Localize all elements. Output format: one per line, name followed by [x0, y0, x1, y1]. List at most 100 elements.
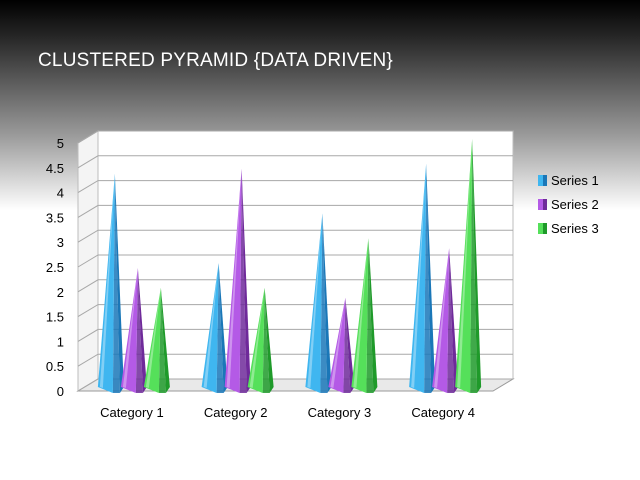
- pyramid-series-1-category-2: [201, 263, 228, 393]
- pyramid-series-3-category-4: [455, 139, 482, 393]
- pyramid-front-left-face: [305, 213, 323, 393]
- pyramid-front-left-face: [409, 163, 427, 393]
- category-label: Category 1: [100, 405, 164, 420]
- chart-pyramids: [97, 139, 482, 393]
- pyramid-highlight: [411, 163, 427, 388]
- gridline: [77, 254, 513, 268]
- y-tick-label: 3: [57, 235, 64, 250]
- pyramid-front-right-face: [320, 213, 328, 393]
- pyramid-front-right-face: [135, 267, 143, 393]
- pyramid-front-left-face: [97, 173, 115, 393]
- y-tick-label: 5: [57, 136, 64, 151]
- x-axis-categories: Category 1 Category 2 Category 3 Category 4: [100, 405, 475, 420]
- pyramid-right-face: [472, 139, 482, 393]
- category-label: Category 4: [411, 405, 475, 420]
- pyramid-right-face: [137, 267, 147, 393]
- pyramid-front-right-face: [470, 139, 478, 393]
- pyramid-right-face: [322, 213, 332, 393]
- pyramid-series-1-category-4: [409, 163, 436, 393]
- category-label: Category 2: [204, 405, 268, 420]
- pyramid-right-face: [426, 163, 436, 393]
- pyramid-front-left-face: [224, 168, 242, 393]
- gridline: [77, 229, 513, 243]
- gridline: [77, 328, 513, 342]
- pyramid-right-face: [345, 297, 355, 393]
- pyramid-front-left-face: [432, 248, 450, 393]
- pyramid-right-face: [241, 168, 251, 393]
- y-tick-label: 3.5: [46, 210, 64, 225]
- pyramid-series-1-category-3: [305, 213, 332, 393]
- pyramid-highlight: [145, 287, 161, 388]
- y-tick-label: 0.5: [46, 359, 64, 374]
- pyramid-series-1-category-1: [97, 173, 124, 393]
- pyramid-front-left-face: [455, 139, 473, 393]
- pyramid-highlight: [434, 248, 450, 388]
- y-tick-label: 2: [57, 285, 64, 300]
- pyramid-front-left-face: [247, 287, 265, 393]
- pyramid-front-right-face: [447, 248, 455, 393]
- pyramid-front-left-face: [201, 263, 219, 393]
- legend-label-series-1: Series 1: [551, 172, 599, 188]
- pyramid-series-3-category-2: [247, 287, 274, 393]
- pyramid-series-2-category-3: [328, 297, 355, 393]
- category-label: Category 3: [308, 405, 372, 420]
- pyramid-right-face: [449, 248, 459, 393]
- pyramid-series-2-category-4: [432, 248, 459, 393]
- legend-item-series-2: Series 2: [538, 192, 599, 216]
- pyramid-highlight: [226, 168, 242, 388]
- gridline: [77, 130, 513, 144]
- legend-label-series-3: Series 3: [551, 220, 599, 236]
- gridline: [77, 279, 513, 293]
- pyramid-series-3-category-3: [351, 238, 378, 393]
- y-tick-label: 1: [57, 334, 64, 349]
- pyramid-series-3-category-1: [143, 287, 170, 393]
- pyramid-right-face: [160, 287, 170, 393]
- pyramid-highlight: [203, 263, 219, 388]
- pyramid-front-right-face: [366, 238, 374, 393]
- pyramid-front-right-face: [216, 263, 224, 393]
- pyramid-front-right-face: [158, 287, 166, 393]
- pyramid-front-left-face: [328, 297, 346, 393]
- y-tick-label: 4: [57, 186, 64, 201]
- y-tick-label: 4.5: [46, 161, 64, 176]
- pyramid-front-right-face: [424, 163, 432, 393]
- pyramid-highlight: [457, 139, 473, 388]
- pyramid-front-right-face: [343, 297, 351, 393]
- y-axis-ticks: 0 0.5 1 1.5 2 2.5 3 3.5 4 4.5 5: [46, 136, 64, 399]
- chart-gridlines: [77, 130, 513, 392]
- pyramid-highlight: [353, 238, 369, 388]
- pyramid-highlight: [99, 173, 115, 388]
- gridline: [77, 204, 513, 218]
- chart-legend: Series 1 Series 2 Series 3: [538, 168, 599, 240]
- y-tick-label: 2.5: [46, 260, 64, 275]
- gridline: [77, 304, 513, 318]
- pyramid-series-2-category-1: [120, 267, 147, 393]
- pyramid-highlight: [307, 213, 323, 388]
- legend-item-series-1: Series 1: [538, 168, 599, 192]
- y-tick-label: 1.5: [46, 310, 64, 325]
- pyramid-front-left-face: [120, 267, 138, 393]
- legend-swatch-series-3: [538, 222, 547, 234]
- pyramid-right-face: [264, 287, 274, 393]
- legend-label-series-2: Series 2: [551, 196, 599, 212]
- pyramid-front-right-face: [239, 168, 247, 393]
- legend-item-series-3: Series 3: [538, 216, 599, 240]
- y-tick-label: 0: [57, 384, 64, 399]
- pyramid-highlight: [122, 267, 138, 388]
- pyramid-front-right-face: [112, 173, 120, 393]
- pyramid-right-face: [218, 263, 228, 393]
- pyramid-highlight: [249, 287, 265, 388]
- pyramid-front-left-face: [143, 287, 161, 393]
- gridline: [77, 180, 513, 194]
- pyramid-right-face: [368, 238, 378, 393]
- slide-title: CLUSTERED PYRAMID {DATA DRIVEN}: [38, 50, 393, 71]
- gridline: [77, 155, 513, 169]
- pyramid-right-face: [114, 173, 124, 393]
- legend-swatch-series-1: [538, 174, 547, 186]
- legend-swatch-series-2: [538, 198, 547, 210]
- pyramid-front-left-face: [351, 238, 369, 393]
- pyramid-front-right-face: [262, 287, 270, 393]
- pyramid-highlight: [330, 297, 346, 388]
- pyramid-series-2-category-2: [224, 168, 251, 393]
